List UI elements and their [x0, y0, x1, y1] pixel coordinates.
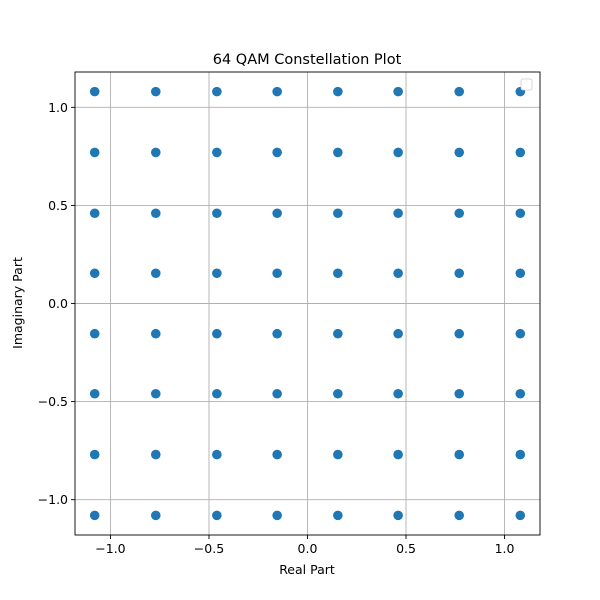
constellation-point [454, 449, 465, 460]
x-tick-label: −1.0 [95, 541, 125, 556]
constellation-point [212, 388, 222, 399]
constellation-point [333, 268, 343, 279]
constellation-point [150, 388, 161, 399]
constellation-point [333, 328, 343, 339]
constellation-point [89, 388, 100, 399]
constellation-point [454, 208, 465, 219]
constellation-point [89, 268, 100, 279]
constellation-point [89, 328, 100, 339]
constellation-point [393, 388, 403, 399]
constellation-point [212, 328, 222, 339]
constellation-point [89, 510, 100, 521]
y-tick-label: 0.5 [48, 198, 68, 213]
constellation-point [150, 86, 161, 97]
x-axis-label: Real Part [279, 562, 335, 577]
constellation-point [150, 449, 161, 460]
constellation-point [272, 328, 282, 339]
constellation-point [515, 208, 526, 219]
constellation-point [454, 86, 465, 97]
constellation-point [150, 510, 161, 521]
constellation-point [272, 268, 282, 279]
constellation-point [333, 510, 343, 521]
constellation-point [515, 388, 526, 399]
constellation-point [515, 147, 526, 158]
constellation-point [89, 449, 100, 460]
axis-ticks: −1.0 −0.5 0.0 0.5 1.0 −1.0 −0.5 0.0 0.5 1.0 [38, 100, 515, 556]
x-tick-label: −0.5 [194, 541, 224, 556]
constellation-point [333, 388, 343, 399]
constellation-point [393, 510, 403, 521]
constellation-point [454, 147, 465, 158]
constellation-point [454, 328, 465, 339]
constellation-point [333, 449, 343, 460]
grid-lines [75, 72, 540, 535]
constellation-point [150, 147, 161, 158]
x-tick-label: 0.0 [298, 541, 318, 556]
constellation-point [515, 510, 526, 521]
constellation-point [212, 208, 222, 219]
chart-title: 64 QAM Constellation Plot [213, 52, 402, 68]
constellation-point [89, 208, 100, 219]
constellation-point [89, 86, 100, 97]
legend-box [520, 78, 533, 91]
y-tick-label: 0.0 [48, 296, 68, 311]
constellation-point [454, 510, 465, 521]
constellation-point [212, 268, 222, 279]
constellation-point [150, 208, 161, 219]
constellation-point [333, 147, 343, 158]
constellation-point [393, 208, 403, 219]
constellation-point [150, 328, 161, 339]
constellation-point [515, 449, 526, 460]
constellation-point [515, 328, 526, 339]
constellation-point [393, 328, 403, 339]
constellation-point [212, 510, 222, 521]
constellation-point [150, 268, 161, 279]
constellation-point [333, 208, 343, 219]
constellation-point [272, 147, 282, 158]
x-tick-label: 1.0 [495, 541, 515, 556]
constellation-point [393, 268, 403, 279]
data-points [89, 86, 526, 521]
constellation-point [212, 147, 222, 158]
y-tick-label: −0.5 [38, 394, 68, 409]
constellation-point [272, 208, 282, 219]
y-axis-label: Imaginary Part [10, 257, 25, 349]
constellation-point [454, 268, 465, 279]
constellation-point [272, 510, 282, 521]
constellation-point [393, 449, 403, 460]
constellation-point [515, 268, 526, 279]
constellation-point [454, 388, 465, 399]
y-tick-label: 1.0 [48, 100, 68, 115]
constellation-point [333, 86, 343, 97]
constellation-point [393, 86, 403, 97]
constellation-point [89, 147, 100, 158]
y-tick-label: −1.0 [38, 492, 68, 507]
constellation-point [212, 449, 222, 460]
x-tick-label: 0.5 [396, 541, 416, 556]
constellation-point [272, 449, 282, 460]
constellation-point [272, 86, 282, 97]
constellation-point [393, 147, 403, 158]
constellation-point [272, 388, 282, 399]
constellation-point [212, 86, 222, 97]
